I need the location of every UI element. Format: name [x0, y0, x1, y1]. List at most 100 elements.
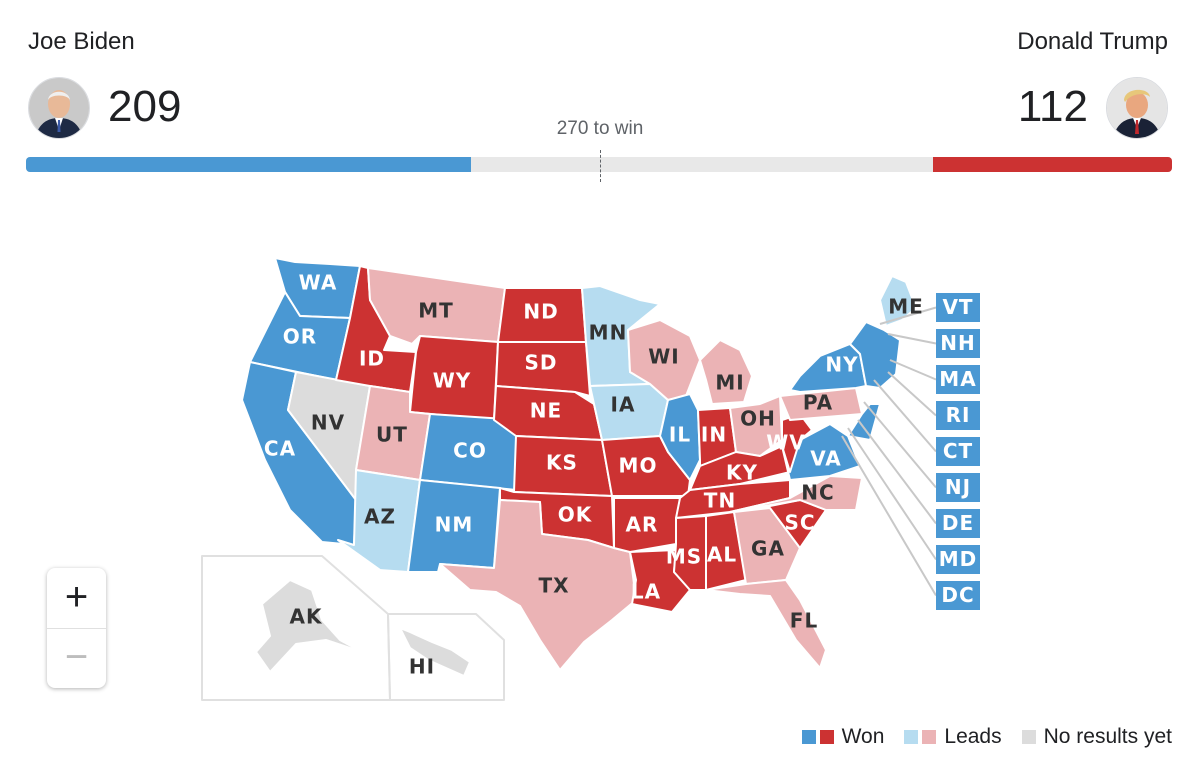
legend-no-results-swatch	[1021, 730, 1036, 744]
small-state-label-ct: CT	[943, 439, 973, 463]
leader-line-ct	[873, 379, 937, 453]
state-label-la: LA	[631, 580, 661, 604]
state-label-ga: GA	[751, 537, 785, 561]
small-state-box-nj[interactable]	[936, 473, 980, 502]
zoom-in-button[interactable]: +	[47, 568, 106, 629]
state-label-wy: WY	[433, 369, 472, 393]
leader-line-dc	[841, 435, 937, 597]
small-state-label-ri: RI	[946, 403, 971, 427]
biden-name: Joe Biden	[28, 28, 135, 55]
small-state-label-dc: DC	[941, 583, 974, 607]
state-hi[interactable]	[399, 627, 471, 677]
state-label-ca: CA	[264, 437, 296, 461]
state-label-or: OR	[283, 325, 317, 349]
state-label-ut: UT	[376, 423, 408, 447]
state-label-nc: NC	[801, 481, 834, 505]
state-group-new-england[interactable]	[849, 321, 901, 389]
state-tx[interactable]	[439, 499, 637, 671]
state-label-mo: MO	[619, 454, 658, 478]
state-label-ok: OK	[558, 503, 593, 527]
state-label-al: AL	[707, 543, 737, 567]
state-label-in: IN	[701, 423, 727, 447]
small-state-box-ma[interactable]	[936, 365, 980, 394]
small-state-box-dc[interactable]	[936, 581, 980, 610]
state-label-mt: MT	[418, 299, 454, 323]
state-ar[interactable]	[613, 497, 681, 553]
state-me[interactable]	[879, 275, 917, 327]
small-state-label-md: MD	[939, 547, 978, 571]
legend-no-results-label: No results yet	[1043, 725, 1172, 748]
small-state-label-ma: MA	[939, 367, 976, 391]
small-state-label-de: DE	[942, 511, 974, 535]
zoom-out-button[interactable]: −	[64, 635, 89, 679]
legend-dem-leads-swatch	[904, 730, 919, 744]
small-state-box-vt[interactable]	[936, 293, 980, 322]
biden-portrait-icon	[29, 78, 89, 138]
dem-progress-fill	[26, 157, 472, 172]
small-state-box-ri[interactable]	[936, 401, 980, 430]
trump-name: Donald Trump	[1017, 28, 1168, 55]
state-label-wv: WV	[766, 431, 806, 455]
small-state-label-vt: VT	[942, 295, 973, 319]
threshold-label: 270 to win	[556, 118, 644, 139]
state-label-ms: MS	[666, 545, 702, 569]
state-label-hi: HI	[409, 655, 435, 679]
state-label-ak: AK	[290, 605, 323, 629]
small-state-label-nh: NH	[940, 331, 975, 355]
small-state-label-nj: NJ	[945, 475, 971, 499]
legend-leads-label: Leads	[944, 725, 1002, 748]
state-sd[interactable]	[495, 341, 591, 397]
legend-dem-won-swatch	[801, 730, 816, 744]
leader-line-nj	[863, 401, 937, 489]
small-state-box-md[interactable]	[936, 545, 980, 574]
state-mi[interactable]	[699, 339, 753, 405]
legend-rep-won-swatch	[819, 730, 834, 744]
leader-line-de	[857, 419, 937, 525]
legend: Won Leads No results yet	[801, 725, 1172, 749]
small-state-box-de[interactable]	[936, 509, 980, 538]
state-label-sd: SD	[524, 351, 557, 375]
state-fl[interactable]	[705, 579, 827, 669]
trump-electoral-votes: 112	[1017, 82, 1088, 131]
state-il[interactable]	[659, 393, 701, 481]
leader-line-nh	[887, 333, 937, 345]
hawaii-inset-frame	[387, 613, 505, 701]
state-label-oh: OH	[740, 407, 776, 431]
legend-won-label: Won	[841, 725, 885, 748]
state-label-ne: NE	[530, 399, 562, 423]
state-label-ar: AR	[626, 513, 659, 537]
state-label-fl: FL	[790, 609, 818, 633]
state-label-tx: TX	[538, 574, 569, 598]
trump-avatar[interactable]	[1106, 77, 1168, 139]
state-label-sc: SC	[784, 511, 815, 535]
state-label-mn: MN	[589, 321, 628, 345]
state-label-nd: ND	[523, 300, 558, 324]
state-label-nm: NM	[435, 513, 474, 537]
state-label-me: ME	[888, 295, 924, 319]
state-ak[interactable]	[255, 579, 363, 673]
state-label-wi: WI	[648, 345, 680, 369]
state-label-co: CO	[453, 439, 487, 463]
small-state-box-nh[interactable]	[936, 329, 980, 358]
state-label-mi: MI	[715, 371, 744, 395]
leader-line-ma	[889, 359, 937, 381]
leader-line-ri	[887, 371, 937, 417]
threshold-marker	[600, 150, 601, 182]
small-state-box-ct[interactable]	[936, 437, 980, 466]
zoom-control: + −	[47, 568, 106, 688]
state-label-ks: KS	[546, 451, 578, 475]
state-label-wa: WA	[299, 271, 338, 295]
state-label-il: IL	[669, 423, 691, 447]
state-label-ky: KY	[726, 461, 758, 485]
state-va[interactable]	[781, 423, 861, 481]
state-label-tn: TN	[704, 489, 736, 513]
state-label-pa: PA	[803, 391, 833, 415]
biden-avatar[interactable]	[28, 77, 90, 139]
rep-progress-fill	[933, 157, 1172, 172]
state-label-va: VA	[810, 447, 842, 471]
state-label-nv: NV	[311, 411, 345, 435]
state-nc[interactable]	[729, 475, 863, 513]
state-label-id: ID	[359, 347, 385, 371]
leader-line-vt	[879, 306, 937, 325]
state-label-az: AZ	[364, 505, 396, 529]
